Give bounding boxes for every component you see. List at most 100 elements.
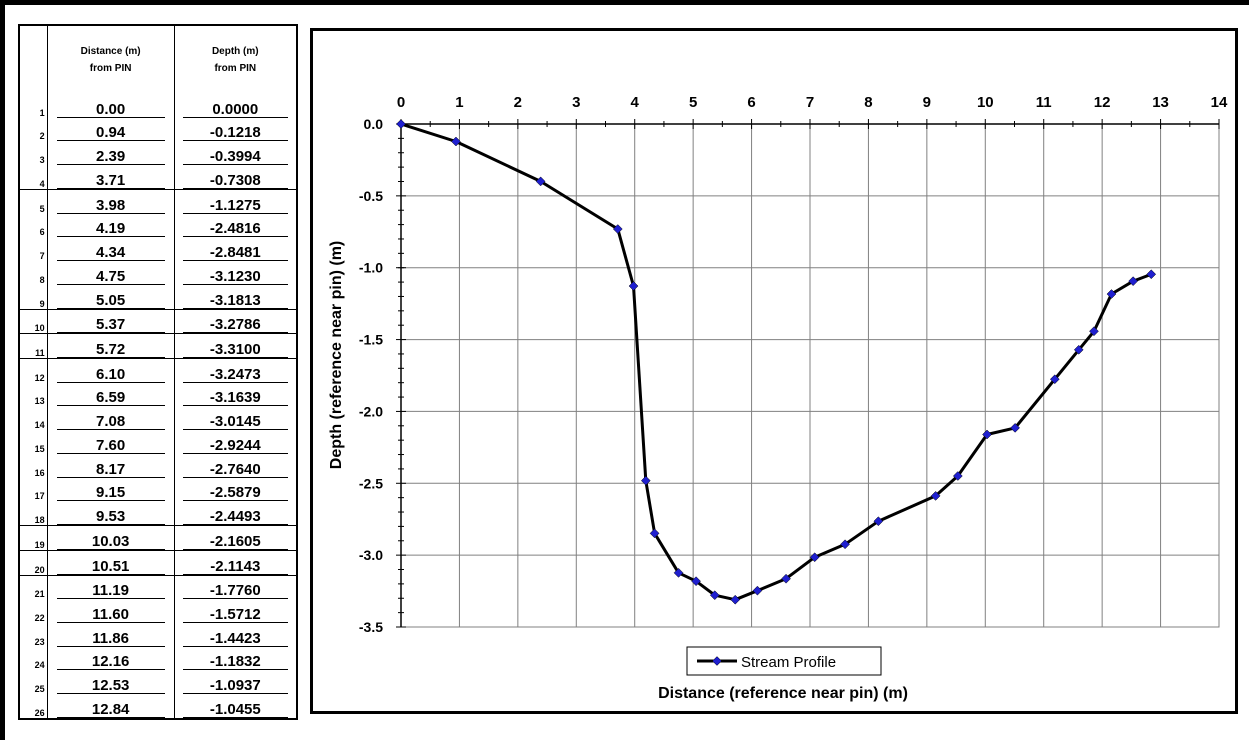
distance-value: 10.51 — [56, 559, 165, 575]
table-row: 21 11.19 -1.7760 — [19, 575, 298, 600]
depth-column-header: Depth (m) from PIN — [173, 25, 297, 94]
depth-cell: -3.1813 — [173, 284, 298, 310]
row-number: 12 — [34, 372, 45, 383]
depth-value: -0.3994 — [183, 149, 288, 166]
chart-series — [396, 119, 1157, 605]
x-tick-label: 0 — [397, 94, 405, 111]
distance-value: 11.19 — [56, 583, 165, 600]
table-row: 3 2.39 -0.3994 — [19, 141, 298, 166]
data-point-marker — [451, 136, 461, 147]
depth-cell: -2.1605 — [173, 525, 298, 551]
depth-value: -3.1813 — [183, 293, 288, 309]
distance-value: 10.03 — [56, 534, 165, 550]
data-point-marker — [952, 471, 963, 481]
distance-value: 12.53 — [56, 678, 165, 695]
depth-cell: -1.7760 — [173, 575, 298, 600]
depth-cell: 0.0000 — [173, 94, 298, 118]
x-tick-label: 11 — [1036, 94, 1052, 111]
depth-cell: -1.0937 — [173, 670, 298, 695]
table-header-row: Distance (m) from PIN Depth (m) from PIN — [19, 25, 297, 94]
chart-gridlines — [400, 123, 1220, 628]
depth-value: -1.1832 — [183, 654, 288, 671]
distance-value: 12.84 — [56, 702, 165, 718]
depth-value: -0.1218 — [183, 125, 288, 142]
distance-cell: 7.08 — [46, 406, 175, 431]
row-number: 26 — [34, 708, 45, 718]
x-tick-label: 3 — [572, 94, 580, 111]
depth-value: -2.4816 — [183, 221, 288, 238]
distance-cell: 4.19 — [46, 213, 175, 238]
y-axis-label: Depth (reference near pin) (m) — [328, 241, 345, 469]
table-row: 7 4.34 -2.8481 — [19, 237, 298, 262]
row-number: 25 — [34, 684, 45, 695]
depth-value: -3.0145 — [183, 414, 288, 431]
distance-value: 3.98 — [56, 198, 165, 214]
distance-cell: 11.60 — [46, 599, 175, 623]
distance-header-line2: from PIN — [89, 63, 132, 74]
table-body: 1 0.00 0.0000 2 0.94 -0.1218 3 2.39 -0.3994 4 3.71… — [19, 94, 298, 719]
depth-cell: -2.4493 — [173, 501, 298, 527]
data-point-marker — [873, 516, 884, 527]
x-tick-label: 8 — [864, 94, 872, 111]
table-row: 8 4.75 -3.1230 — [19, 261, 298, 285]
table-row: 2 0.94 -0.1218 — [19, 117, 298, 142]
depth-cell: -1.1275 — [173, 189, 298, 214]
data-point-marker — [1146, 269, 1157, 280]
row-number: 23 — [34, 636, 45, 647]
data-point-marker — [709, 590, 720, 601]
depth-cell: -0.7308 — [173, 165, 298, 190]
x-tick-label: 4 — [631, 94, 640, 111]
distance-value: 11.86 — [56, 631, 165, 647]
depth-value: -1.0937 — [183, 678, 288, 695]
x-tick-label: 12 — [1094, 94, 1111, 111]
y-tick-label: -2.5 — [359, 475, 383, 491]
distance-value: 4.19 — [56, 221, 165, 238]
row-number-header — [19, 25, 47, 94]
row-number: 18 — [19, 501, 48, 527]
distance-cell: 12.53 — [46, 670, 175, 695]
table-row: 1 0.00 0.0000 — [19, 94, 298, 118]
distance-value: 7.08 — [56, 414, 165, 431]
y-tick-label: -1.5 — [359, 332, 383, 348]
distance-value: 11.60 — [56, 607, 165, 623]
depth-value: -1.1275 — [183, 198, 288, 214]
data-point-marker — [840, 539, 850, 550]
row-number: 8 — [39, 274, 45, 285]
depth-cell: -0.1218 — [173, 117, 298, 142]
depth-value: -3.2473 — [183, 367, 288, 383]
depth-cell: -2.4816 — [173, 213, 298, 238]
distance-value: 0.94 — [56, 125, 165, 142]
y-tick-label: 0.0 — [364, 116, 384, 132]
row-number: 1 — [39, 107, 45, 118]
row-number: 9 — [19, 284, 48, 310]
table-row: 25 12.53 -1.0937 — [19, 670, 298, 695]
distance-cell: 5.05 — [46, 284, 175, 310]
y-tick-label: -1.0 — [359, 260, 383, 276]
table-row: 24 12.16 -1.1832 — [19, 646, 298, 671]
x-tick-label: 5 — [689, 94, 697, 111]
y-tick-label: -0.5 — [359, 188, 383, 204]
table-row: 11 5.72 -3.3100 — [19, 333, 298, 359]
data-point-marker — [1073, 344, 1084, 355]
chart-axes — [396, 119, 1220, 628]
depth-cell: -1.5712 — [173, 599, 298, 623]
depth-value: -3.1639 — [183, 390, 288, 407]
distance-value: 3.71 — [56, 173, 165, 189]
data-point-marker — [752, 585, 763, 596]
depth-cell: -2.5879 — [173, 477, 298, 502]
table-row: 5 3.98 -1.1275 — [19, 189, 298, 214]
row-number: 21 — [34, 589, 45, 600]
distance-cell: 11.86 — [46, 622, 175, 647]
row-number: 22 — [34, 612, 45, 623]
data-table: Distance (m) from PIN Depth (m) from PIN 1… — [18, 24, 298, 720]
row-number: 19 — [19, 525, 48, 551]
data-point-marker — [781, 573, 791, 584]
distance-value: 7.60 — [56, 438, 165, 454]
y-tick-label: -3.0 — [359, 547, 383, 563]
row-number: 14 — [34, 420, 45, 431]
x-tick-label: 2 — [514, 94, 522, 111]
distance-column-header: Distance (m) from PIN — [46, 25, 175, 94]
depth-cell: -2.9244 — [173, 430, 298, 454]
x-tick-label: 13 — [1152, 94, 1169, 111]
distance-value: 4.34 — [56, 245, 165, 262]
